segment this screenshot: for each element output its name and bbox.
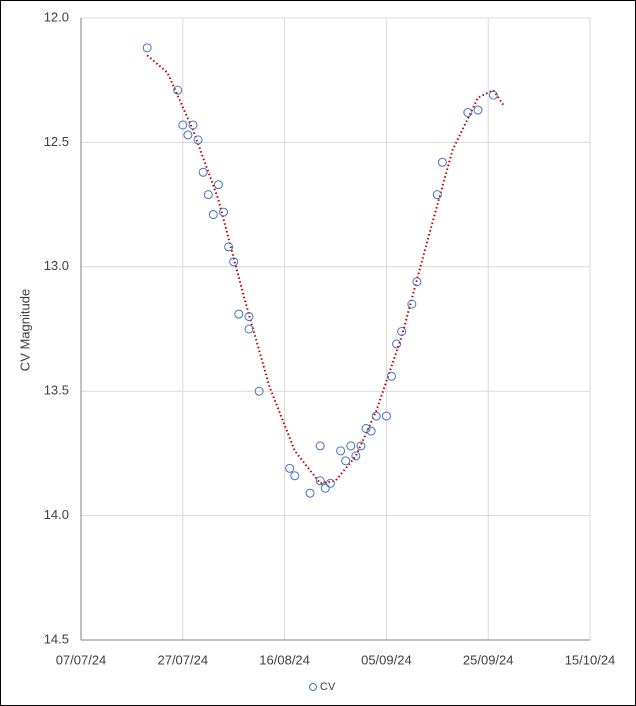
data-point xyxy=(351,451,361,461)
data-point xyxy=(346,441,356,451)
data-point xyxy=(371,411,381,421)
data-point xyxy=(361,424,371,434)
data-point xyxy=(366,426,376,436)
data-point xyxy=(229,257,239,267)
x-tick-label: 15/10/24 xyxy=(565,652,616,667)
data-point xyxy=(320,483,330,493)
data-point xyxy=(198,167,208,177)
data-point xyxy=(336,446,346,456)
x-tick-label: 07/07/24 xyxy=(56,652,107,667)
data-point xyxy=(305,488,315,498)
data-point xyxy=(183,130,193,140)
data-point xyxy=(381,411,391,421)
trendline xyxy=(146,54,505,485)
data-point xyxy=(437,157,447,167)
legend-marker xyxy=(309,683,317,691)
data-point xyxy=(178,120,188,130)
data-point xyxy=(213,180,223,190)
data-point xyxy=(285,463,295,473)
data-point xyxy=(412,277,422,287)
x-tick-label: 27/07/24 xyxy=(157,652,208,667)
y-tick-label: 14.5 xyxy=(44,631,69,646)
data-point xyxy=(224,242,234,252)
data-point xyxy=(244,324,254,334)
data-point xyxy=(244,312,254,322)
y-tick-label: 14.0 xyxy=(44,507,69,522)
data-point xyxy=(397,326,407,336)
data-point xyxy=(203,190,213,200)
y-tick-label: 12.5 xyxy=(44,134,69,149)
data-point xyxy=(356,441,366,451)
data-point xyxy=(193,135,203,145)
y-axis-title: CV Magnitude xyxy=(17,289,32,371)
data-point xyxy=(188,120,198,130)
data-point xyxy=(315,441,325,451)
legend-label: CV xyxy=(320,681,336,693)
data-point xyxy=(341,456,351,466)
x-tick-label: 16/08/24 xyxy=(259,652,310,667)
data-point xyxy=(488,90,498,100)
data-point xyxy=(325,478,335,488)
data-point xyxy=(463,108,473,118)
data-point xyxy=(142,43,152,53)
data-point xyxy=(315,476,325,486)
x-tick-label: 25/09/24 xyxy=(463,652,514,667)
data-point xyxy=(386,371,396,381)
data-point xyxy=(392,339,402,349)
data-point xyxy=(254,386,264,396)
y-tick-label: 12.0 xyxy=(44,9,69,24)
data-point xyxy=(407,299,417,309)
data-point xyxy=(234,309,244,319)
y-tick-label: 13.0 xyxy=(44,258,69,273)
y-tick-label: 13.5 xyxy=(44,383,69,398)
data-point xyxy=(432,190,442,200)
data-point xyxy=(473,105,483,115)
data-point xyxy=(219,207,229,217)
data-point xyxy=(173,85,183,95)
x-tick-label: 05/09/24 xyxy=(361,652,412,667)
data-point xyxy=(208,210,218,220)
data-point xyxy=(290,471,300,481)
